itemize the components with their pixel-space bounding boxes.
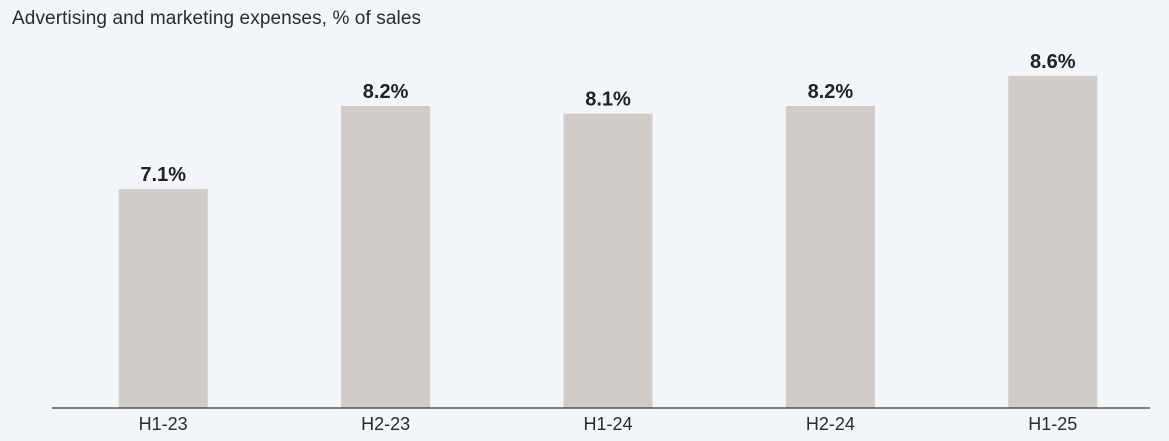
data-label-h1-24: 8.1% <box>585 89 631 111</box>
chart-title: Advertising and marketing expenses, % of… <box>12 8 422 29</box>
bar-h1-23 <box>118 189 208 408</box>
bar-h2-23 <box>341 106 431 408</box>
data-label-h2-24: 8.2% <box>808 81 854 103</box>
x-tick-label-h2-23: H2-23 <box>361 414 410 434</box>
data-label-h1-25: 8.6% <box>1030 51 1076 73</box>
x-tick-label-h1-23: H1-23 <box>139 414 188 434</box>
data-label-h2-23: 8.2% <box>363 81 409 103</box>
x-tick-label-h2-24: H2-24 <box>806 414 855 434</box>
bar-h2-24 <box>785 106 875 408</box>
data-label-h1-23: 7.1% <box>140 164 186 186</box>
bar-h1-25 <box>1008 75 1098 409</box>
x-tick-label-h1-25: H1-25 <box>1028 414 1077 434</box>
bar-h1-24 <box>563 113 653 408</box>
x-tick-label-h1-24: H1-24 <box>583 414 632 434</box>
